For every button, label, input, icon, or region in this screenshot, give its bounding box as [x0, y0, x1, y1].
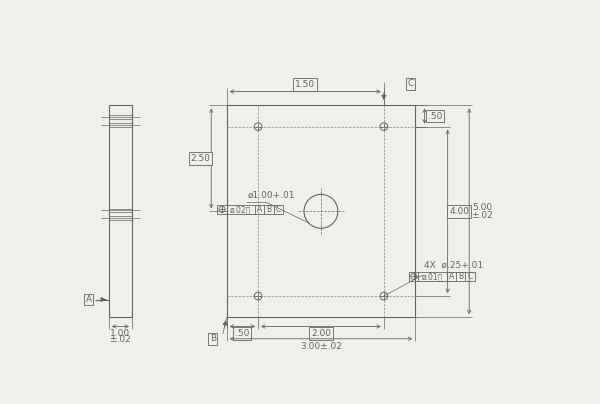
Text: C: C [467, 272, 473, 281]
Bar [227, 105, 415, 317]
Bar [409, 272, 475, 281]
Text: 4.00: 4.00 [449, 207, 469, 216]
Text: B: B [266, 205, 272, 214]
Text: 2.50: 2.50 [190, 154, 211, 163]
Text: C: C [407, 80, 414, 88]
Text: 1.00: 1.00 [110, 329, 130, 338]
Text: 5.00: 5.00 [472, 203, 493, 212]
Text: ±.02: ±.02 [110, 335, 131, 344]
Text: B: B [458, 272, 463, 281]
Text: A: A [257, 205, 262, 214]
Text: 3.00±.02: 3.00±.02 [300, 342, 342, 351]
Text: A: A [449, 272, 454, 281]
Text: ø.02Ⓜ: ø.02Ⓜ [230, 205, 251, 214]
Text: ø1.00+.01: ø1.00+.01 [248, 190, 295, 199]
Bar [217, 205, 283, 214]
Text: 2.00: 2.00 [311, 329, 331, 338]
Text: B: B [210, 334, 216, 343]
Text: .50: .50 [235, 329, 250, 338]
Text: ø.01Ⓜ: ø.01Ⓜ [422, 272, 443, 281]
Bar [109, 105, 132, 317]
Text: ±.02: ±.02 [472, 210, 493, 220]
Text: 4X  ø.25+.01: 4X ø.25+.01 [424, 261, 484, 270]
Text: C: C [275, 205, 281, 214]
Text: .50: .50 [428, 112, 443, 120]
Text: A: A [86, 295, 92, 304]
Text: 1.50: 1.50 [295, 80, 316, 89]
